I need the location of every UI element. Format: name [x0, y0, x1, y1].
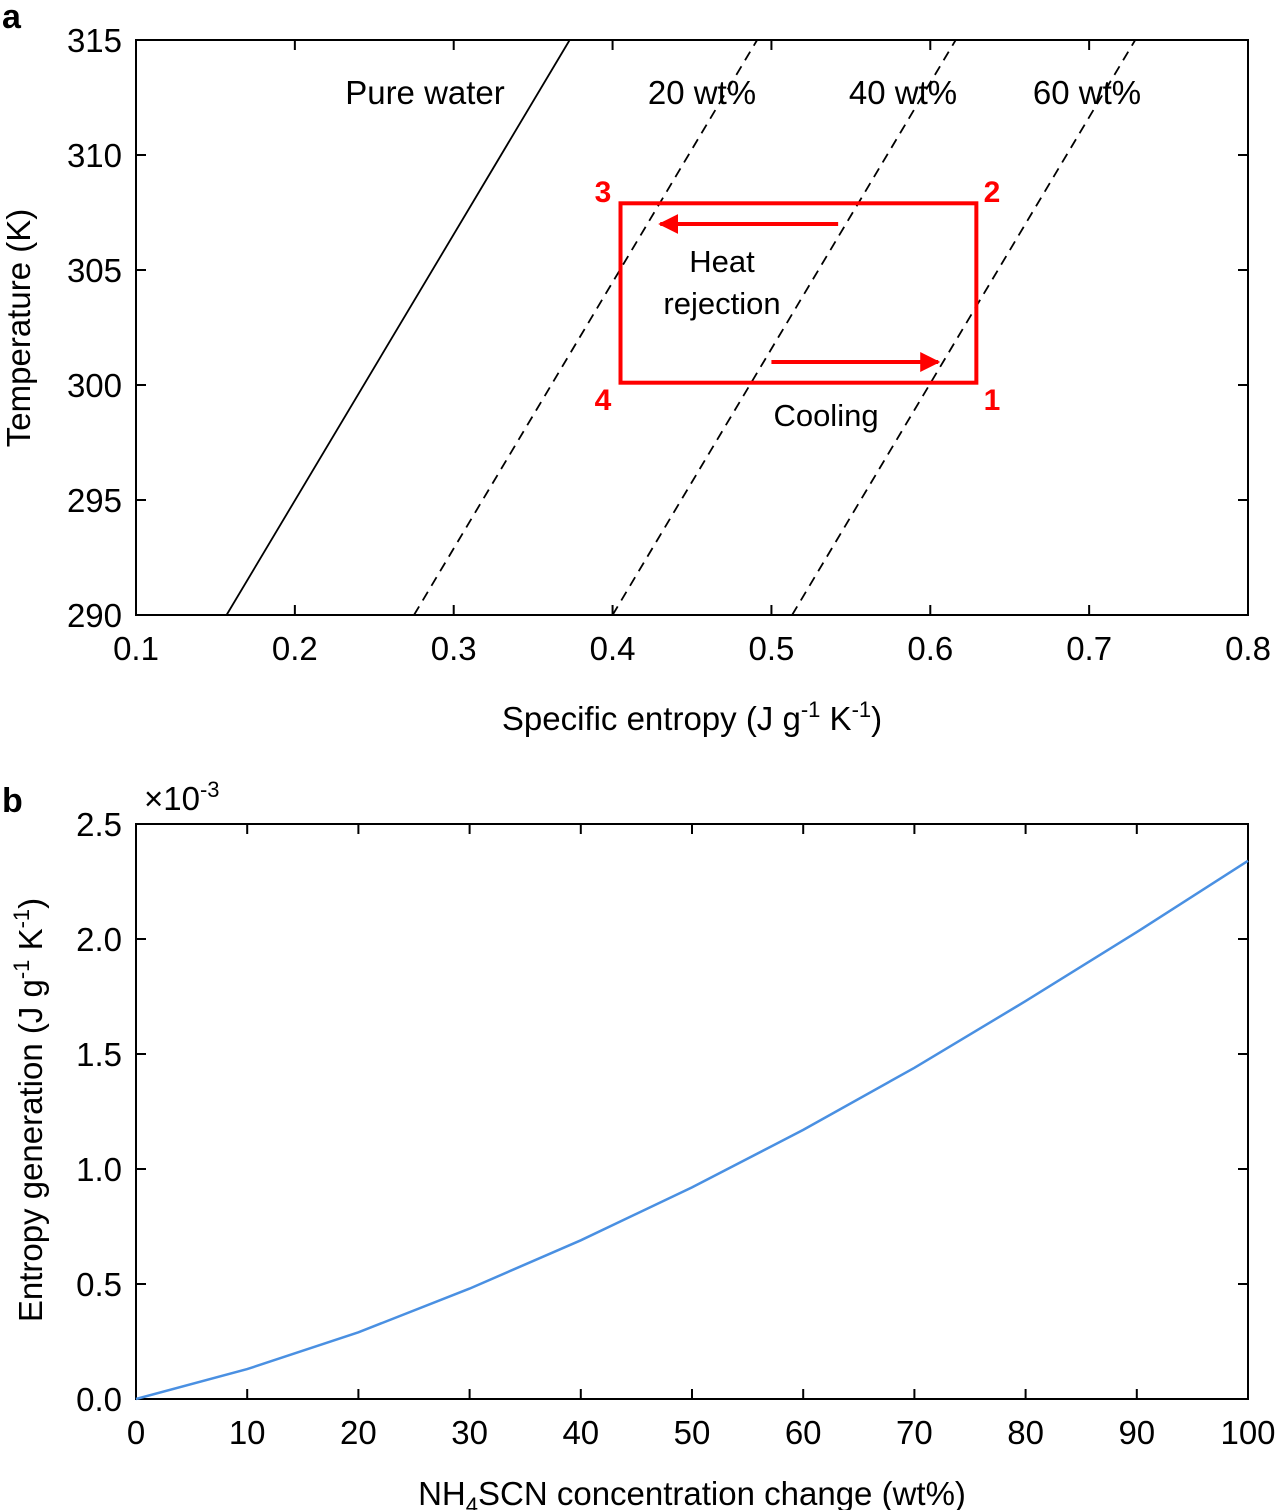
- panel-label-a: a: [2, 0, 22, 36]
- a-ytick-label: 315: [67, 22, 122, 59]
- annotation-cooling: Cooling: [773, 398, 878, 433]
- plot-frame-b: [135, 823, 1249, 1400]
- b-ytick-label: 2.0: [76, 921, 122, 958]
- b-ytick-label: 0.0: [76, 1381, 122, 1418]
- a-xtick-label: 0.3: [431, 630, 477, 667]
- panel-a: a 0.1 0.2 0.3 0.4 0.5 0.6 0.7 0.829029530030531…: [0, 0, 1271, 737]
- line-20-wt-: [413, 39, 758, 616]
- panel-b: b ×10-3 0 10 20 30 40 50 60 70 80 90 100 0.0 0.5 1.0 1…: [2, 777, 1276, 1510]
- annotation-heat: Heat: [689, 244, 755, 279]
- axis-ticks-b: 0 10 20 30 40 50 60 70 80 90 100 0.0 0.5 1.0 1.5 2.0 2.5: [76, 806, 1275, 1451]
- b-xtick-label: 10: [229, 1414, 266, 1451]
- line-60-wt-: [791, 39, 1136, 616]
- b-xtick-label: 100: [1220, 1414, 1275, 1451]
- b-xtick-label: 70: [896, 1414, 933, 1451]
- b-xtick-label: 20: [340, 1414, 377, 1451]
- a-xtick-label: 0.5: [748, 630, 794, 667]
- cycle-point-3: 3: [595, 176, 612, 209]
- a-xtick-label: 0.8: [1225, 630, 1271, 667]
- b-xtick-label: 30: [451, 1414, 488, 1451]
- b-ytick-label: 1.5: [76, 1036, 122, 1073]
- b-xtick-label: 0: [127, 1414, 145, 1451]
- b-xtick-label: 50: [674, 1414, 711, 1451]
- a-ytick-label: 310: [67, 137, 122, 174]
- label-pure-water: Pure water: [345, 74, 505, 111]
- axis-ticks-a: 0.1 0.2 0.3 0.4 0.5 0.6 0.7 0.8 290 295 300 305 310 3…: [67, 22, 1271, 667]
- b-xtick-label: 60: [785, 1414, 822, 1451]
- a-xtick-label: 0.2: [272, 630, 318, 667]
- line-pure-water: [225, 39, 571, 616]
- a-ytick-label: 300: [67, 367, 122, 404]
- label-40wt: 40 wt%: [849, 74, 957, 111]
- a-ytick-label: 290: [67, 597, 122, 634]
- a-xtick-label: 0.6: [907, 630, 953, 667]
- a-ytick-label: 305: [67, 252, 122, 289]
- cycle-point-4: 4: [595, 384, 612, 417]
- annotation-rejection: rejection: [663, 286, 780, 321]
- b-xtick-label: 40: [562, 1414, 599, 1451]
- a-ytick-label: 295: [67, 482, 122, 519]
- b-ytick-label: 2.5: [76, 806, 122, 843]
- x-axis-title-b: NH4SCN concentration change (wt%): [418, 1475, 966, 1510]
- line-40-wt-: [611, 39, 957, 616]
- plot-frame-a: [135, 39, 1249, 616]
- a-xtick-label: 0.7: [1066, 630, 1112, 667]
- y-axis-title-a: Temperature (K): [0, 209, 37, 447]
- cycle-point-2: 2: [984, 176, 1001, 209]
- entropy-lines: [225, 39, 1136, 616]
- cycle-point-1: 1: [984, 384, 1001, 417]
- b-ytick-label: 1.0: [76, 1151, 122, 1188]
- panel-label-b: b: [2, 782, 23, 820]
- cycle-rectangle: [618, 201, 979, 385]
- x-axis-title-a: Specific entropy (J g-1 K-1): [502, 697, 882, 737]
- cycle-group: [618, 201, 979, 385]
- b-xtick-label: 80: [1007, 1414, 1044, 1451]
- entropy-generation-curve: [135, 859, 1249, 1401]
- b-ytick-label: 0.5: [76, 1266, 122, 1303]
- b-xtick-label: 90: [1118, 1414, 1155, 1451]
- label-20wt: 20 wt%: [648, 74, 756, 111]
- label-60wt: 60 wt%: [1033, 74, 1141, 111]
- a-xtick-label: 0.4: [590, 630, 636, 667]
- a-xtick-label: 0.1: [113, 630, 159, 667]
- y-axis-title-b: Entropy generation (J g-1 K-1): [9, 898, 49, 1322]
- y-multiplier: ×10-3: [144, 777, 220, 817]
